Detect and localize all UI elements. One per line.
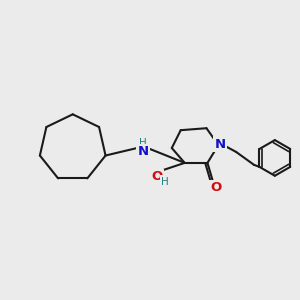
Text: H: H [139,138,147,148]
Text: N: N [137,146,148,158]
Text: N: N [215,138,226,151]
Text: H: H [161,177,169,187]
Text: O: O [211,181,222,194]
Text: O: O [151,170,163,183]
